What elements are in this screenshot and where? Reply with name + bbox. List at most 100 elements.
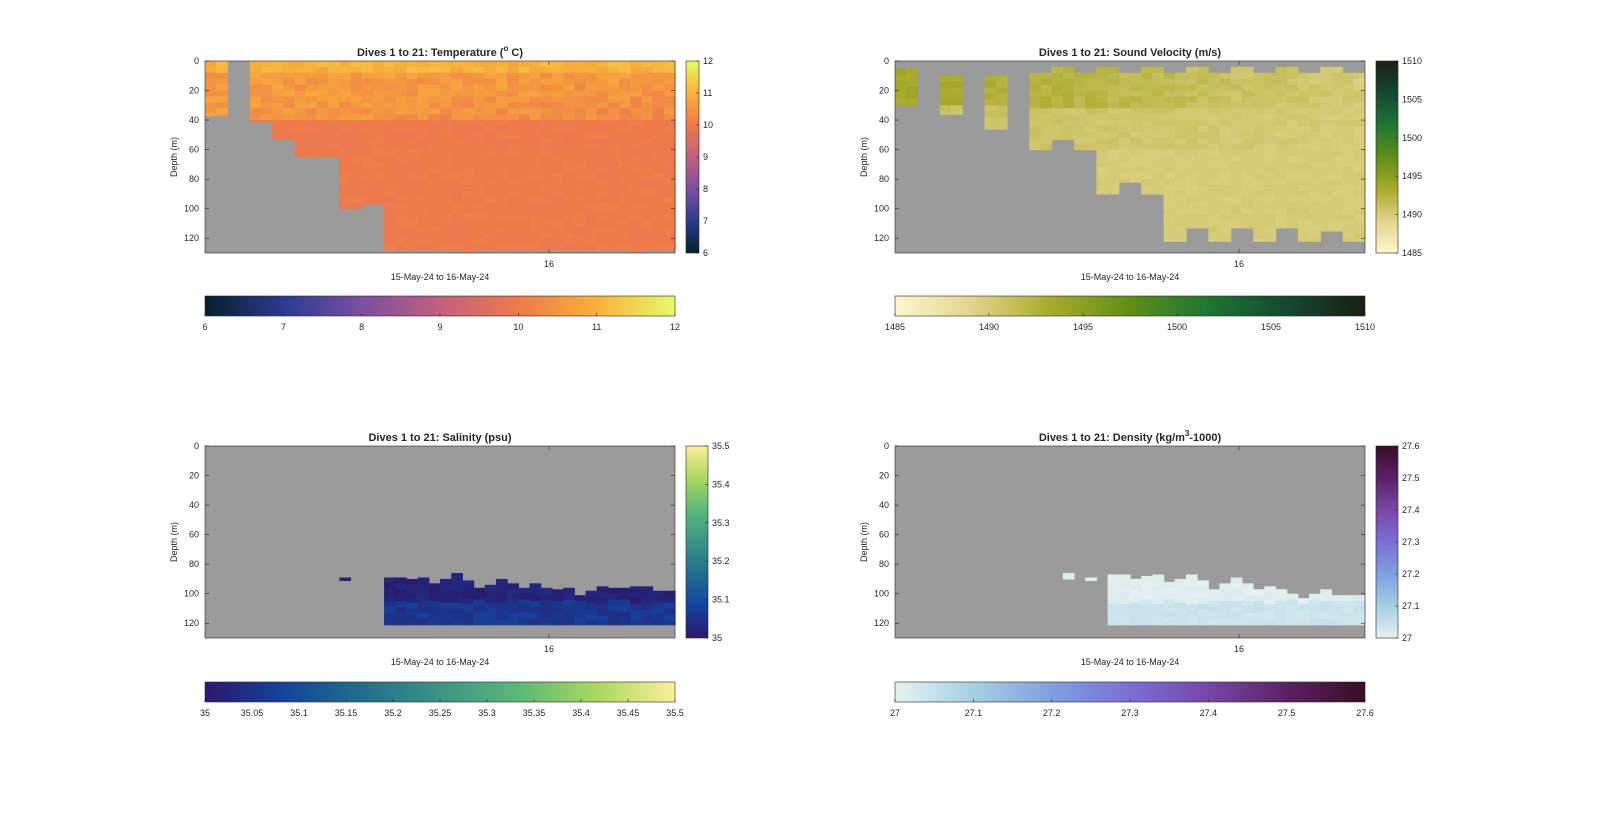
- heatmap-cell: [906, 68, 918, 75]
- heatmap-cell: [1108, 114, 1120, 121]
- heatmap-cell: [597, 604, 609, 611]
- heatmap-cell: [574, 61, 586, 68]
- heatmap-cell: [451, 156, 463, 163]
- heatmap-cell: [462, 85, 474, 92]
- panel-sound_velocity: 0204060801001201615-May-24 to 16-May-24D…: [859, 47, 1422, 332]
- heatmap-cell: [641, 132, 653, 139]
- heatmap-cell: [552, 173, 564, 180]
- heatmap-cell: [906, 74, 918, 81]
- heatmap-cell: [563, 244, 575, 251]
- heatmap-cell: [395, 173, 407, 180]
- heatmap-cell: [1253, 120, 1265, 127]
- heatmap-cell: [1119, 120, 1131, 127]
- heatmap-cell: [1220, 607, 1232, 614]
- heatmap-cell: [1242, 221, 1254, 228]
- heatmap-cell: [384, 173, 396, 180]
- heatmap-cell: [451, 150, 463, 157]
- heatmap-cell: [373, 203, 385, 205]
- heatmap-cell: [1287, 185, 1299, 192]
- y-tick-label: 80: [189, 559, 199, 569]
- heatmap-cell: [507, 138, 519, 145]
- heatmap-cell: [1242, 96, 1254, 103]
- heatmap-cell: [541, 161, 553, 168]
- heatmap-cell: [406, 108, 418, 115]
- heatmap-cell: [261, 61, 273, 68]
- heatmap-cell: [451, 232, 463, 239]
- heatmap-cell: [1096, 102, 1108, 109]
- heatmap-cell: [1309, 85, 1321, 92]
- heatmap-cell: [339, 185, 351, 192]
- heatmap-cell: [619, 221, 631, 228]
- heatmap-cell: [1287, 144, 1299, 151]
- heatmap-cell: [1096, 91, 1108, 98]
- heatmap-cell: [641, 102, 653, 109]
- heatmap-cell: [641, 126, 653, 133]
- heatmap-cell: [1175, 585, 1187, 592]
- heatmap-cell: [261, 73, 273, 80]
- heatmap-cell: [1040, 102, 1052, 109]
- heatmap-cell: [1085, 144, 1097, 151]
- heatmap-cell: [940, 88, 952, 95]
- heatmap-cell: [1253, 150, 1265, 157]
- heatmap-cell: [1253, 203, 1265, 210]
- heatmap-cell: [653, 221, 665, 228]
- heatmap-cell: [306, 67, 318, 74]
- heatmap-cell: [608, 79, 620, 86]
- heatmap-cell: [317, 79, 329, 86]
- heatmap-cell: [1130, 179, 1142, 183]
- heatmap-cell: [1220, 221, 1232, 228]
- heatmap-cell: [474, 85, 486, 92]
- heatmap-cell: [574, 102, 586, 109]
- heatmap-cell: [418, 226, 430, 233]
- heatmap-cell: [496, 209, 508, 216]
- heatmap-cell: [1208, 203, 1220, 210]
- heatmap-cell: [295, 156, 307, 158]
- heatmap-cell: [1275, 138, 1287, 145]
- heatmap-cell: [328, 67, 340, 74]
- heatmap-cell: [906, 104, 918, 106]
- heatmap-cell: [1208, 619, 1220, 626]
- heatmap-cell: [1063, 91, 1075, 98]
- heatmap-cell: [630, 244, 642, 251]
- heatmap-cell: [1029, 120, 1041, 127]
- heatmap-cell: [1354, 150, 1366, 157]
- heatmap-cell: [1052, 120, 1064, 127]
- heatmap-cell: [496, 579, 508, 586]
- heatmap-cell: [1231, 179, 1243, 186]
- heatmap-cell: [1298, 226, 1310, 233]
- heatmap-cell: [1175, 238, 1187, 242]
- heatmap-cell: [597, 144, 609, 151]
- heatmap-cell: [1231, 619, 1243, 626]
- heatmap-cell: [406, 232, 418, 239]
- heatmap-cell: [1253, 132, 1265, 139]
- heatmap-cell: [1253, 595, 1265, 602]
- heatmap-cell: [250, 114, 262, 121]
- colorbar-tick-label: 35.2: [712, 556, 730, 566]
- heatmap-cell: [552, 156, 564, 163]
- heatmap-cell: [1175, 167, 1187, 174]
- heatmap-cell: [1074, 126, 1086, 133]
- heatmap-cell: [451, 79, 463, 86]
- heatmap-cell: [1242, 589, 1254, 596]
- heatmap-cell: [541, 179, 553, 186]
- x-axis-label: 15-May-24 to 16-May-24: [391, 272, 490, 282]
- heatmap-cell: [1354, 197, 1366, 204]
- heatmap-cell: [429, 191, 441, 198]
- heatmap-cell: [574, 150, 586, 157]
- heatmap-cell: [541, 126, 553, 133]
- heatmap-cell: [563, 79, 575, 86]
- heatmap-cell: [1186, 67, 1198, 74]
- heatmap-cell: [306, 108, 318, 115]
- heatmap-cell: [395, 91, 407, 98]
- heatmap-cell: [440, 120, 452, 127]
- heatmap-cell: [619, 600, 631, 607]
- heatmap-cell: [418, 156, 430, 163]
- heatmap-cell: [474, 138, 486, 145]
- heatmap-cell: [306, 79, 318, 86]
- heatmap-cell: [1354, 96, 1366, 103]
- heatmap-cell: [440, 102, 452, 109]
- heatmap-cell: [1242, 595, 1254, 602]
- heatmap-cell: [1298, 604, 1310, 611]
- heatmap-cell: [306, 91, 318, 98]
- heatmap-cell: [384, 179, 396, 186]
